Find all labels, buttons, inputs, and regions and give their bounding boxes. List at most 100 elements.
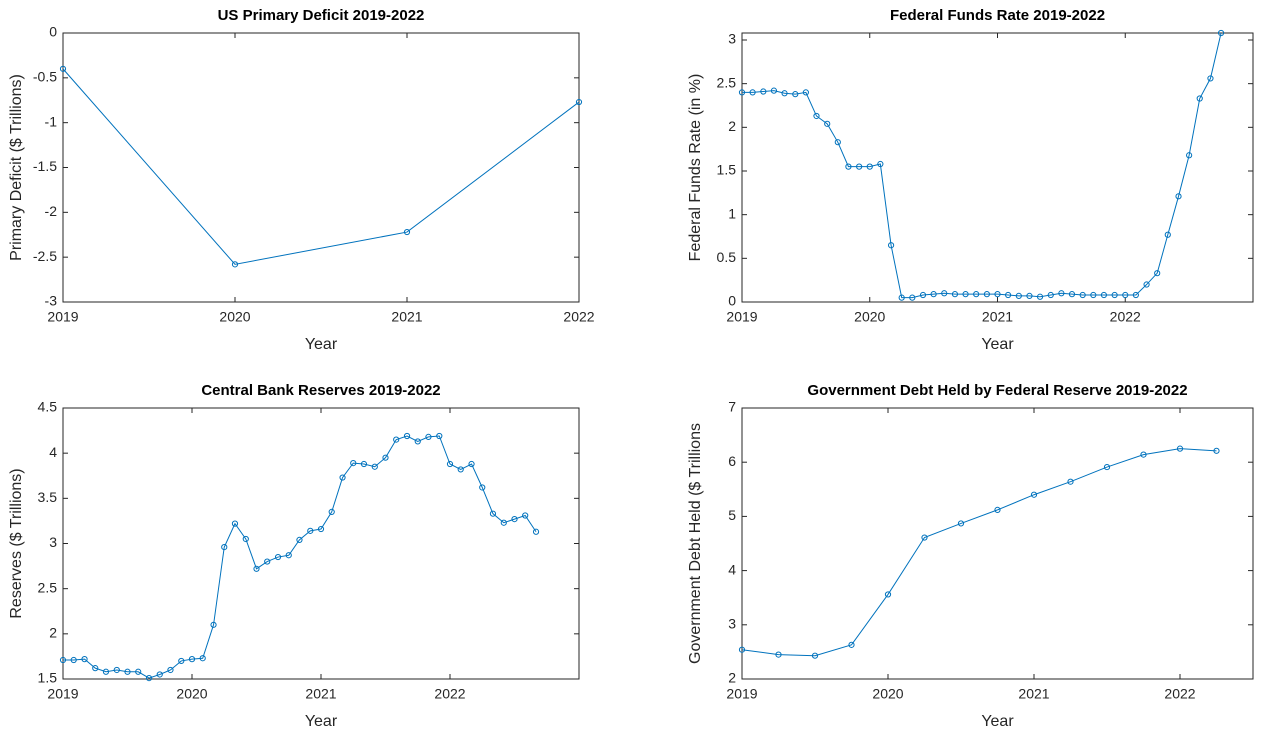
data-point: [522, 512, 529, 519]
y-tick-label: 3: [728, 616, 736, 632]
data-point: [1213, 447, 1220, 454]
data-point: [1005, 291, 1012, 299]
data-point: [994, 506, 1001, 513]
data-point: [962, 291, 969, 298]
data-point: [145, 674, 153, 682]
data-point: [1132, 291, 1139, 299]
y-tick-label: 6: [728, 453, 736, 469]
data-point: [921, 534, 928, 541]
x-tick-label: 2020: [219, 309, 250, 325]
data-point: [360, 460, 368, 468]
y-tick-label: 1.5: [717, 162, 737, 178]
y-tick-label: 0.5: [717, 249, 737, 265]
x-axis-label: Year: [981, 336, 1014, 353]
data-point: [575, 98, 583, 106]
x-tick-label: 2020: [176, 686, 207, 702]
data-point: [1140, 451, 1147, 458]
axes-box: [741, 407, 1254, 680]
x-tick-label: 2021: [305, 686, 336, 702]
x-tick-label: 2019: [47, 309, 78, 325]
data-point: [1176, 445, 1184, 452]
data-point: [738, 646, 746, 653]
y-tick-label: -1: [45, 113, 58, 129]
data-point: [887, 242, 895, 249]
data-point: [760, 88, 767, 95]
data-point: [973, 291, 980, 298]
data-point: [102, 668, 110, 675]
data-point: [941, 290, 948, 297]
y-tick-label: 2.5: [717, 74, 737, 90]
x-tick-label: 2021: [391, 309, 422, 325]
y-tick-label: -2.5: [33, 248, 57, 264]
subplot: 1.5 2 2.5 3 3.5 4 4.5 2019 2020 2021 2022 Central B…: [8, 382, 580, 730]
data-line: [63, 435, 537, 679]
y-tick-label: 7: [728, 399, 736, 415]
data-point: [802, 89, 809, 96]
data-point: [350, 460, 357, 467]
data-point: [135, 668, 142, 675]
data-point: [446, 460, 454, 468]
data-line: [742, 32, 1222, 299]
x-tick-label: 2022: [563, 309, 594, 325]
data-point: [898, 294, 905, 301]
data-point: [845, 163, 852, 170]
data-point: [253, 565, 260, 572]
data-point: [813, 112, 820, 120]
y-axis-label: Government Debt Held ($ Trillions: [687, 423, 704, 664]
data-point: [877, 160, 884, 168]
x-tick-label: 2019: [726, 309, 757, 325]
chart-title: Federal Funds Rate 2019-2022: [890, 7, 1105, 24]
y-tick-label: 0: [728, 293, 736, 309]
data-point: [178, 657, 185, 665]
axes-box: [62, 32, 580, 303]
x-tick-label: 2022: [1164, 686, 1195, 702]
y-tick-label: -3: [45, 293, 58, 309]
data-point: [59, 656, 67, 664]
data-point: [811, 652, 819, 659]
data-point: [371, 463, 378, 470]
subplot: 0 0.5 1 1.5 2 2.5 3 2019 2020 2021 2022 Federal Fun…: [687, 7, 1254, 353]
chart-title: Government Debt Held by Federal Reserve …: [807, 382, 1187, 399]
data-point: [834, 139, 841, 146]
data-point: [393, 436, 400, 443]
data-point: [749, 89, 756, 96]
chart-title: US Primary Deficit 2019-2022: [218, 7, 425, 24]
subplot: -3 -2.5 -2 -1.5 -1 -0.5 0 2019 2020 2021 2022 US Pr…: [8, 7, 595, 353]
data-point: [59, 65, 67, 72]
y-tick-label: 4: [49, 444, 57, 460]
y-axis-label: Primary Deficit ($ Trillions): [8, 74, 25, 261]
x-tick-label: 2022: [434, 686, 465, 702]
data-point: [866, 163, 873, 170]
data-point: [1058, 290, 1065, 297]
data-point: [1175, 193, 1182, 200]
data-point: [1015, 292, 1022, 299]
data-point: [919, 291, 927, 299]
data-point: [824, 120, 831, 127]
data-point: [70, 656, 77, 664]
y-tick-label: -1.5: [33, 158, 57, 174]
chart-title: Central Bank Reserves 2019-2022: [201, 382, 440, 399]
subplot: 2 3 4 5 6 7 2019 2020 2021 2022 Government Debt He…: [687, 382, 1254, 730]
data-line: [741, 448, 1217, 657]
x-tick-label: 2019: [47, 686, 78, 702]
data-point: [231, 520, 239, 527]
y-tick-label: 2: [728, 670, 736, 686]
data-point: [457, 466, 464, 473]
data-point: [328, 508, 335, 515]
data-point: [1090, 291, 1097, 299]
data-point: [1100, 291, 1108, 299]
y-tick-label: 1.5: [38, 670, 58, 686]
data-point: [770, 87, 778, 94]
x-tick-label: 2021: [982, 309, 1013, 325]
data-point: [994, 291, 1001, 298]
data-point: [1122, 291, 1129, 299]
x-tick-label: 2019: [726, 686, 757, 702]
y-axis-label: Federal Funds Rate (in %): [687, 74, 704, 262]
data-point: [221, 544, 228, 551]
data-point: [1154, 270, 1161, 277]
y-tick-label: 3: [49, 534, 57, 550]
data-point: [124, 668, 131, 675]
data-point: [81, 656, 88, 663]
data-point: [500, 519, 507, 526]
x-axis-label: Year: [305, 713, 338, 730]
